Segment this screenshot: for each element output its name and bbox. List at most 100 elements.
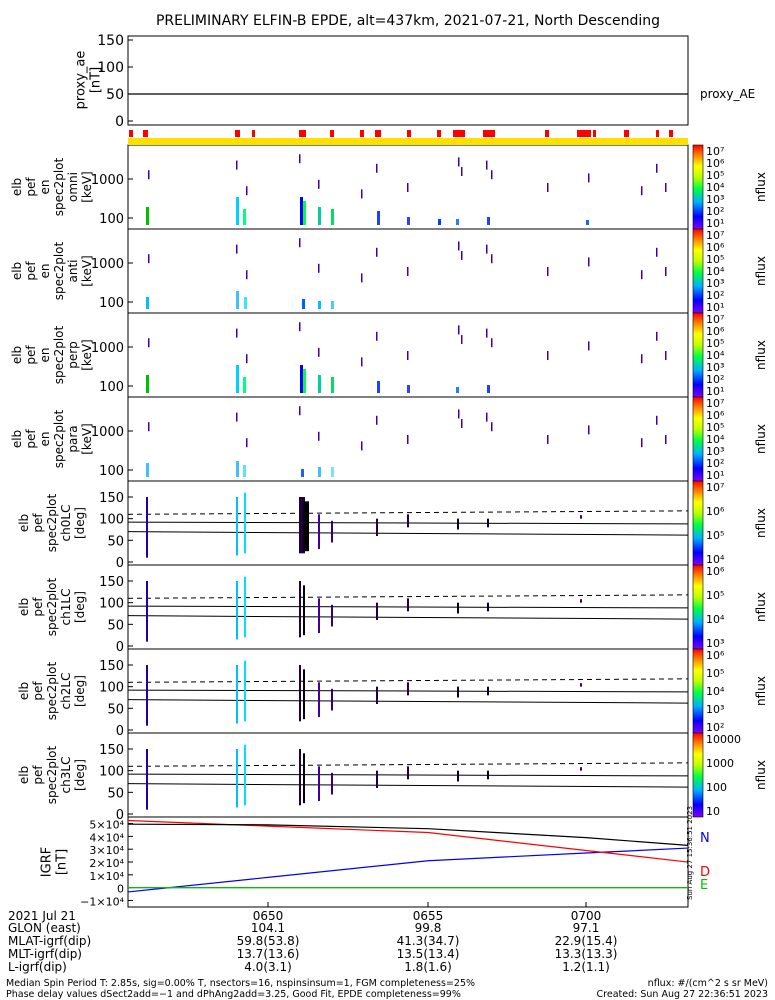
spectrogram-speck: [407, 435, 409, 444]
event-marker: [669, 130, 673, 137]
footer-units: nflux: #/(cm^2 s sr MeV): [648, 978, 768, 989]
panel-ch0LC-ylabel-line: elb: [17, 514, 31, 532]
spectrogram-speck: [656, 331, 658, 341]
panel-anti-tick-label: 100: [99, 296, 124, 311]
colorbar-ch0LC: [692, 480, 704, 566]
footer-phase-info: Phase delay values dSect2add=−1 and dPhA…: [6, 989, 461, 1000]
spectrogram-streak: [236, 197, 239, 225]
igrf-tick-label: 4×10⁴: [89, 831, 124, 844]
mlt-0655: 13.5(13.4): [397, 947, 460, 961]
colorbar-tick-label: 10⁴: [706, 553, 725, 566]
pitch-streak: [244, 492, 246, 554]
colorbar-tick-label: 10²: [706, 373, 724, 386]
colorbar-tick-label: 10³: [706, 193, 724, 206]
pitch-streak: [580, 599, 582, 603]
colorbar-ch2LC: [692, 648, 704, 734]
mlat-0700: 22.9(15.4): [555, 934, 618, 948]
event-marker: [252, 130, 255, 137]
spectrogram-speck: [641, 186, 643, 196]
loss-cone-lower: [127, 531, 689, 536]
panel-ch1LC-tick-label: 0: [116, 640, 124, 655]
proxy-ae-ylabel: proxy_ae [nT]: [74, 51, 104, 110]
pitch-streak: [146, 749, 148, 810]
pitch-streak: [236, 749, 238, 808]
igrf-legend-N: N: [700, 831, 710, 846]
spectrogram-streak: [300, 365, 303, 393]
pitch-streak: [299, 581, 301, 638]
row-label-l: L-igrf(dip): [8, 960, 67, 974]
loss-cone-lower: [127, 615, 689, 620]
spectrogram-speck: [486, 244, 488, 254]
tick-time-0700: 0700: [571, 909, 602, 923]
spectrogram-speck: [148, 170, 150, 180]
panel-ch3LC-ylabel: elb pef spec2plot ch3LC [deg]: [17, 745, 87, 804]
igrf-ylabel-line: [nT]: [55, 849, 70, 875]
igrf-frame: [127, 816, 689, 908]
spectrogram-speck: [376, 331, 378, 341]
pitch-streak: [331, 688, 333, 711]
colorbar-tick-label: 10¹: [706, 301, 724, 314]
row-label-glon: GLON (east): [8, 921, 81, 935]
spectrogram-speck: [458, 325, 460, 335]
event-marker: [483, 130, 495, 137]
colorbar-tick-label: 10⁶: [706, 565, 725, 578]
spectrogram-streak: [331, 377, 334, 393]
spectrogram-streak: [236, 291, 239, 309]
spectrogram-streak: [331, 301, 334, 309]
spectrogram-speck: [547, 351, 549, 360]
panel-para-ylabel-line: [keV]: [80, 423, 94, 454]
pitch-streak: [244, 660, 246, 722]
event-marker: [299, 130, 306, 137]
pitch-streak: [457, 770, 459, 782]
tick-time-0655: 0655: [413, 909, 444, 923]
event-marker: [407, 130, 411, 137]
panel-anti-ylabel-line: pef: [24, 261, 38, 281]
spectrogram-speck: [376, 163, 378, 173]
colorbar-tick-label: 1000: [706, 757, 734, 770]
proxy-ae-ylabel-line: [nT]: [89, 67, 104, 93]
colorbar-tick-label: 10000: [706, 733, 741, 746]
colorbar-tick-label: 10⁶: [706, 505, 725, 518]
pitch-streak: [376, 770, 378, 788]
pitch-streak: [318, 598, 320, 633]
pitch-streak: [331, 772, 333, 795]
spectrogram-speck: [458, 241, 460, 251]
panel-ch0LC-tick-label: 50: [107, 534, 124, 549]
event-marker: [360, 130, 364, 137]
panel-ch0LC-ylabel-line: spec2plot: [45, 493, 59, 552]
spectrogram-streak: [407, 385, 410, 393]
spectrogram-speck: [318, 179, 320, 189]
colorbar-omni: [692, 144, 704, 230]
spectrogram-speck: [236, 412, 238, 422]
panel-ch1LC-ylabel-line: spec2plot: [45, 577, 59, 636]
panel-omni-ylabel-line: elb: [10, 178, 24, 196]
pitch-streak: [303, 753, 305, 804]
panel-ch3LC-ylabel-line: spec2plot: [45, 745, 59, 804]
spectrogram-streak: [456, 219, 459, 225]
pitch-streak: [146, 497, 148, 558]
pitch-streak: [303, 585, 305, 636]
loss-cone-lower: [127, 699, 689, 704]
spectrogram-speck: [641, 438, 643, 448]
pitch-streak: [318, 514, 320, 549]
spectrogram-speck: [361, 273, 363, 283]
glon-0655: 99.8: [415, 921, 442, 935]
colorbar-tick-label: 10⁵: [706, 667, 724, 680]
colorbar-tick-label: 10⁴: [706, 685, 725, 698]
pitch-streak: [318, 682, 320, 717]
spectrogram-speck: [588, 257, 590, 267]
colorbar-tick-label: 10⁴: [706, 433, 725, 446]
panel-ch2LC-tick-label: 150: [99, 659, 124, 674]
spectrogram-speck: [299, 238, 301, 248]
panel-perp-ylabel-line: elb: [10, 346, 24, 364]
panel-omni-ylabel-line: [keV]: [80, 171, 94, 202]
colorbar-tick-label: 10⁶: [706, 241, 725, 254]
panel-ch3LC-tick-label: 50: [107, 786, 124, 801]
row-label-date: 2021 Jul 21: [8, 909, 76, 923]
spectrogram-streak: [487, 217, 490, 225]
row-label-mlat: MLAT-igrf(dip): [8, 934, 91, 948]
pitch-streak: [580, 683, 582, 687]
panel-ch0LC-ylabel-line: ch0LC: [59, 505, 73, 542]
igrf-stamp: Sun Aug 27 15:36:51 2023: [686, 806, 694, 900]
